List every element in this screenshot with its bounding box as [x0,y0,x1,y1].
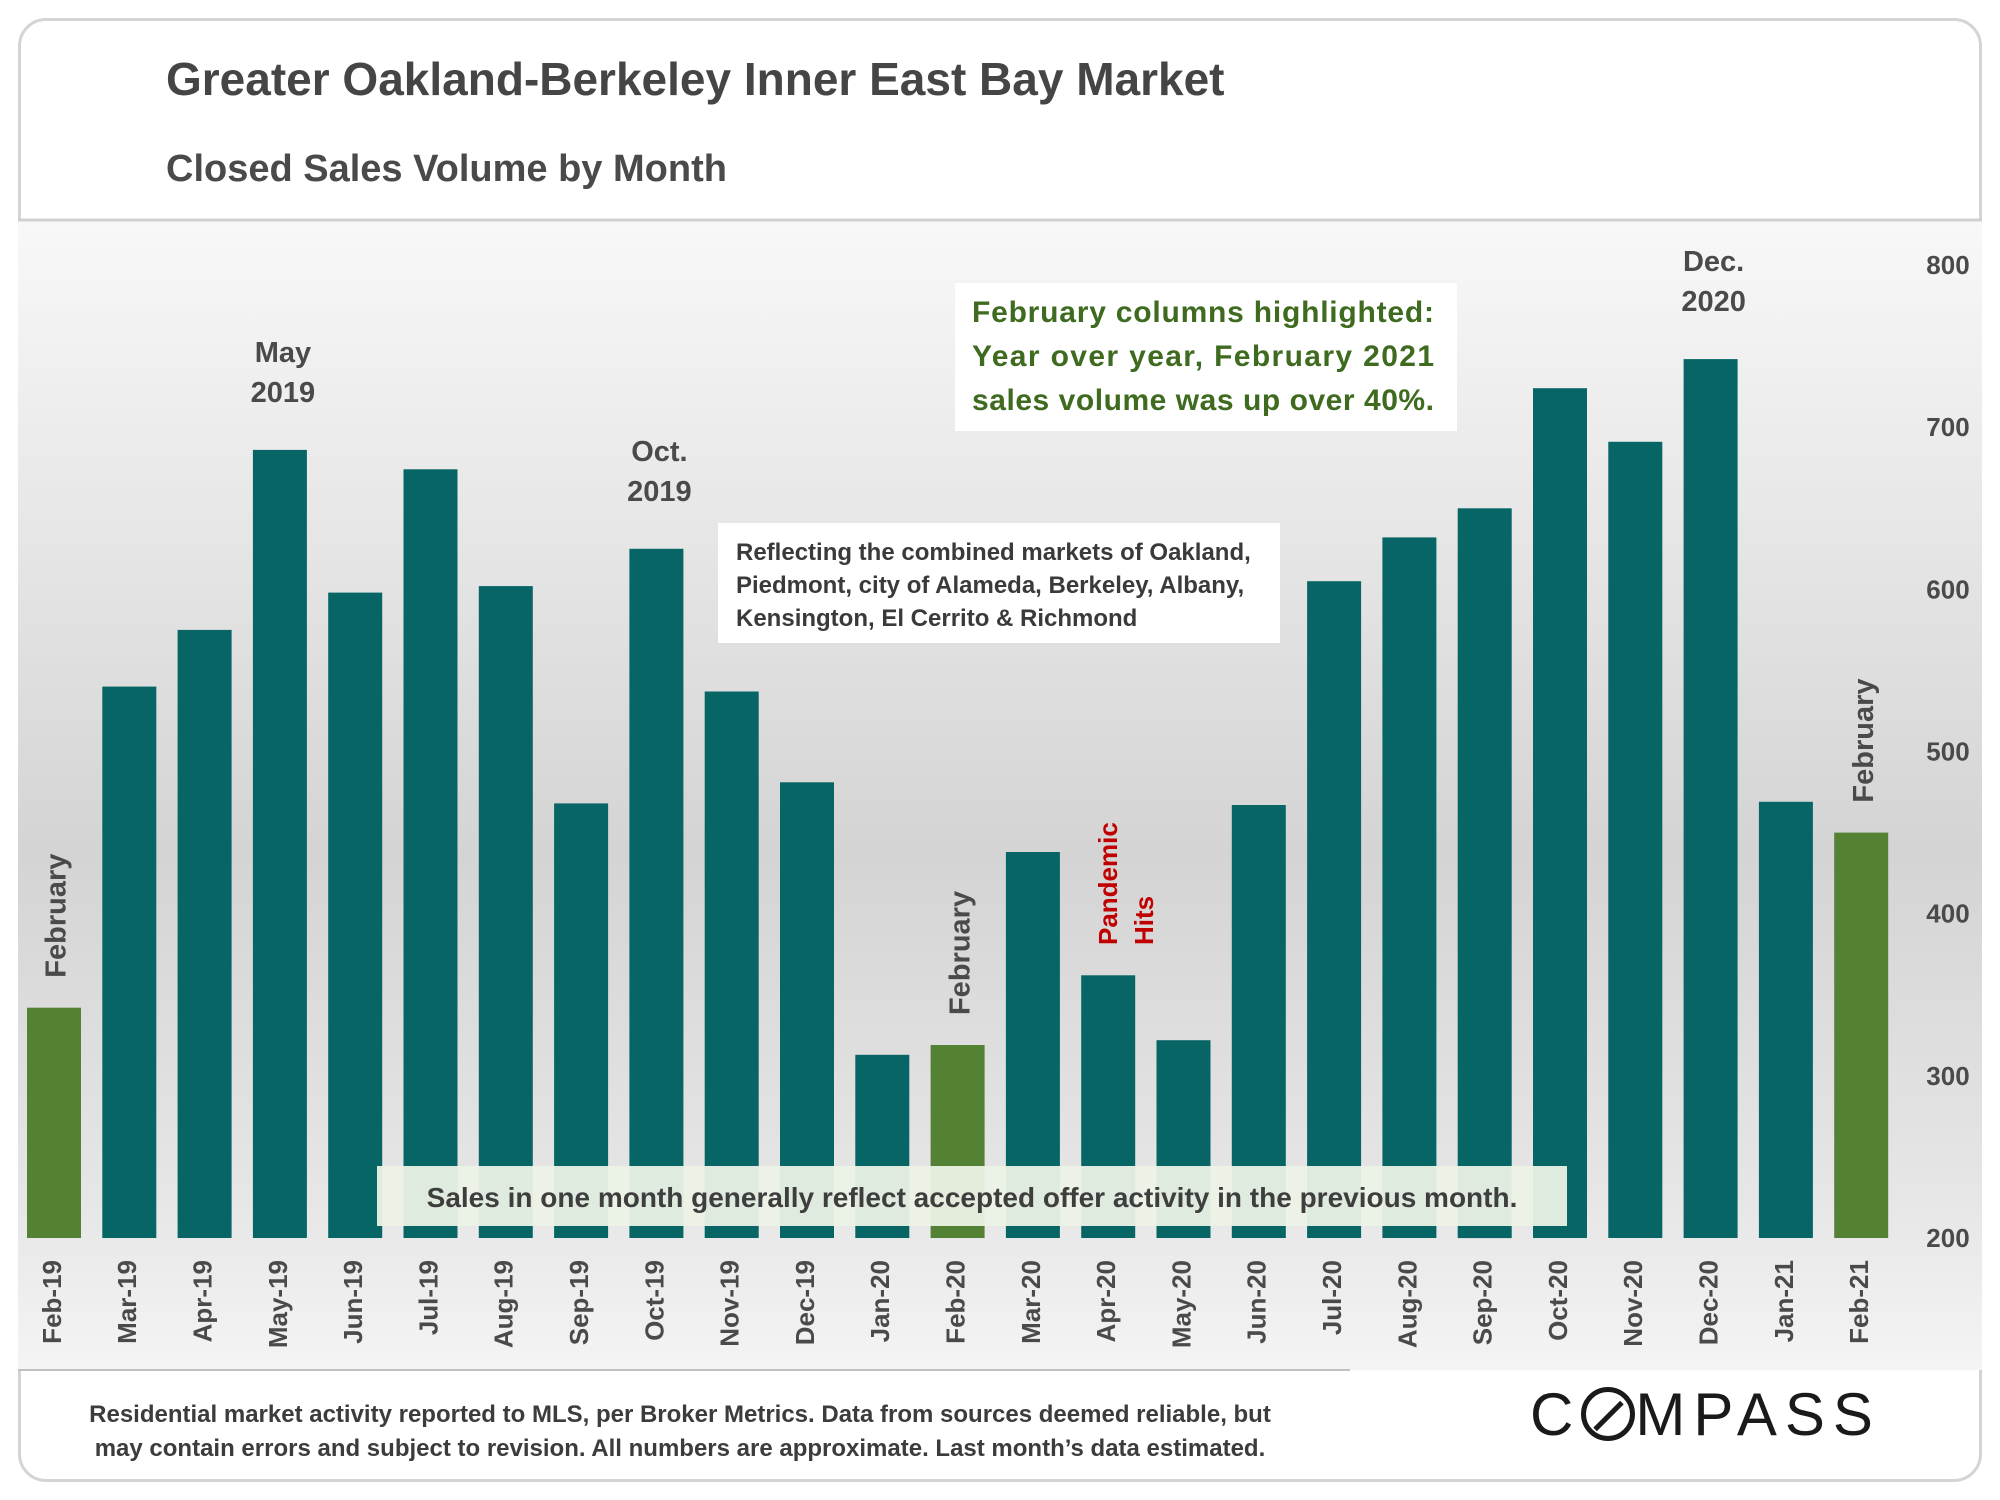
peak-label-oct-2019: Oct. [631,436,687,468]
offer-note-text: Sales in one month generally reflect acc… [427,1182,1518,1213]
markets-note-box [718,523,1280,643]
x-tick-label: Mar-20 [1016,1260,1046,1344]
x-tick-label: Jun-20 [1242,1260,1272,1344]
bar-may-19 [252,449,307,1238]
y-tick-label: 500 [1926,737,1969,767]
x-tick-label: Jul-20 [1317,1260,1347,1335]
y-tick-label: 400 [1926,899,1969,929]
bar-dec-20 [1683,359,1738,1239]
y-tick-label: 600 [1926,574,1969,604]
y-tick-label: 200 [1926,1223,1969,1253]
x-tick-label: Nov-19 [715,1260,745,1347]
february-label: February [1848,678,1880,802]
peak-label-oct-2019: 2019 [627,476,692,508]
markets-note-line: Kensington, El Cerrito & Richmond [736,605,1137,632]
bar-oct-20 [1533,388,1587,1238]
y-tick-label: 300 [1926,1061,1969,1091]
x-tick-label: May-20 [1166,1260,1196,1348]
bar-sep-19 [554,803,609,1238]
bar-feb-21 [1834,832,1889,1238]
bar-aug-19 [478,586,533,1238]
bar-apr-19 [177,629,232,1238]
chart-subtitle: Closed Sales Volume by Month [166,148,727,190]
logo-text-post: MPASS [1635,1381,1881,1448]
pandemic-label: Pandemic [1093,822,1123,945]
x-tick-label: Apr-19 [187,1260,217,1342]
chart-title: Greater Oakland-Berkeley Inner East Bay … [166,53,1225,105]
highlight-note-box [955,283,1457,431]
bar-jun-19 [328,592,383,1238]
x-tick-label: May-19 [263,1260,293,1348]
x-tick-label: Nov-20 [1618,1260,1648,1347]
x-tick-label: Jun-19 [338,1260,368,1344]
bar-dec-19 [780,782,834,1238]
x-tick-label: Jan-20 [865,1260,895,1342]
february-label: February [944,891,976,1015]
x-tick-label: Jul-19 [413,1260,443,1335]
bar-nov-19 [704,691,759,1238]
bar-jun-20 [1231,805,1286,1238]
bar-jan-21 [1758,801,1813,1238]
x-tick-label: Feb-20 [940,1260,970,1344]
x-tick-label: Feb-21 [1844,1260,1874,1344]
highlight-note-line: Year over year, February 2021 [972,340,1434,373]
x-tick-label: Oct-19 [639,1260,669,1341]
peak-label-dec-2020: 2020 [1681,286,1746,318]
x-tick-label: Sep-20 [1468,1260,1498,1345]
pandemic-label: Hits [1129,896,1159,945]
february-label: February [41,854,73,978]
x-tick-label: Aug-20 [1392,1260,1422,1348]
x-tick-label: Feb-19 [37,1260,67,1344]
footnote-line-2: may contain errors and subject to revisi… [94,1435,1266,1462]
compass-logo: C MPASS [1530,1380,1910,1449]
x-tick-label: Apr-20 [1091,1260,1121,1342]
x-tick-label: Jan-21 [1769,1260,1799,1342]
highlight-note-line: sales volume was up over 40%. [972,384,1434,417]
footnote-line-1: Residential market activity reported to … [89,1401,1271,1428]
markets-note-line: Reflecting the combined markets of Oakla… [736,539,1251,566]
y-tick-label: 800 [1926,250,1969,280]
bar-mar-19 [102,686,157,1238]
footnote: Residential market activity reported to … [60,1398,1300,1466]
bar-nov-20 [1608,441,1663,1238]
bar-jul-19 [403,469,458,1238]
x-tick-label: Oct-20 [1543,1260,1573,1341]
x-tick-label: Sep-19 [564,1260,594,1345]
peak-label-may-2019: 2019 [251,377,316,409]
highlight-note-line: February columns highlighted: [972,296,1434,329]
markets-note-line: Piedmont, city of Alameda, Berkeley, Alb… [736,572,1244,599]
offer-note-box [377,1166,1567,1226]
peak-label-dec-2020: Dec. [1683,246,1744,278]
bar-chart: 800 700 600 500 400 300 200 Feb-19 Mar-19 Apr-19… [18,218,1982,1371]
bar-jul-20 [1307,581,1362,1238]
x-tick-label: Dec-20 [1693,1260,1723,1345]
peak-label-may-2019: May [255,337,311,369]
x-tick-label: Dec-19 [790,1260,820,1345]
compass-o-icon [1581,1387,1636,1441]
bar-aug-20 [1382,537,1437,1238]
x-tick-label: Mar-19 [112,1260,142,1344]
bar-feb-19 [27,1007,81,1238]
x-tick-label: Aug-19 [489,1260,519,1348]
bar-sep-20 [1457,508,1512,1239]
logo-text-pre: C [1530,1381,1582,1448]
y-tick-label: 700 [1926,412,1969,442]
bar-oct-19 [629,548,684,1238]
